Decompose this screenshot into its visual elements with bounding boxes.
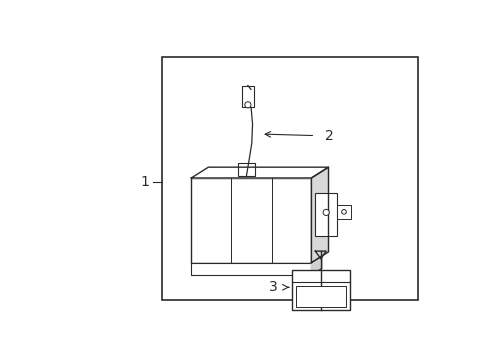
Polygon shape [311, 256, 321, 275]
Bar [336, 205, 350, 219]
Text: 3: 3 [269, 280, 278, 294]
Polygon shape [191, 167, 328, 178]
Text: 1: 1 [140, 175, 149, 189]
Bar [191, 178, 311, 263]
Bar [191, 263, 311, 275]
Bar [291, 270, 349, 310]
Circle shape [341, 210, 346, 214]
Circle shape [323, 209, 328, 216]
Bar [315, 193, 336, 236]
Polygon shape [311, 167, 328, 263]
Text: 2: 2 [324, 129, 333, 143]
Bar [237, 163, 254, 176]
Bar [162, 57, 417, 300]
Circle shape [244, 102, 250, 108]
Bar [295, 286, 346, 307]
Bar [241, 86, 254, 107]
